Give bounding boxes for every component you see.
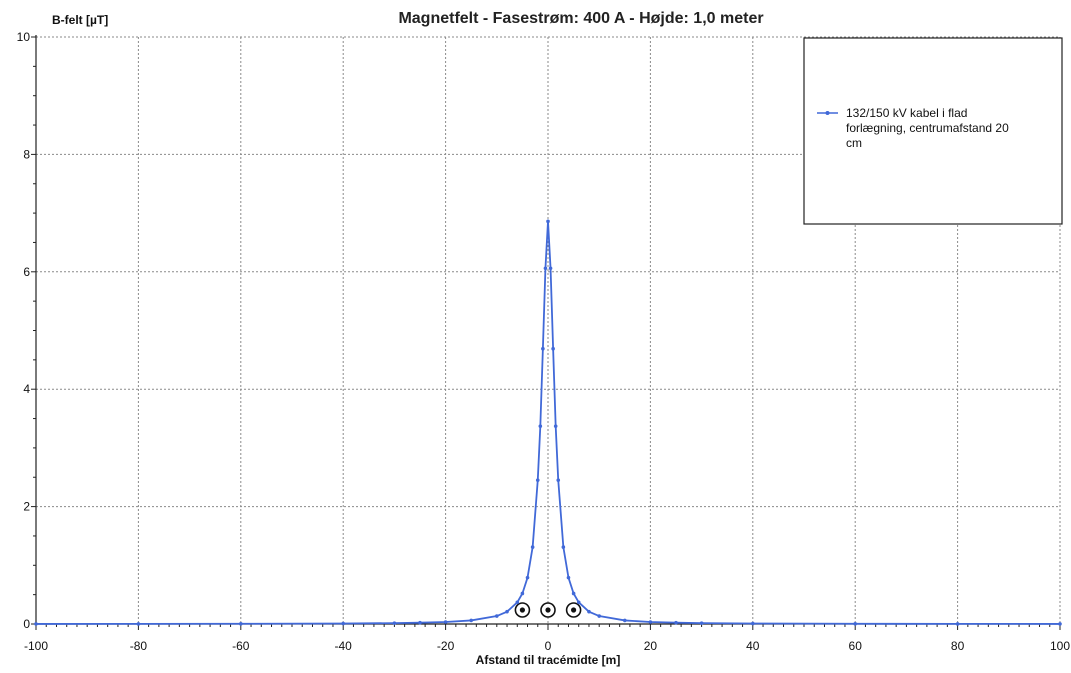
y-tick-label: 8	[23, 147, 30, 161]
data-point	[548, 266, 553, 271]
conductor-symbol-dot	[519, 607, 526, 613]
legend: 132/150 kV kabel i flad forlægning, centr…	[803, 37, 1063, 225]
data-point	[239, 621, 243, 626]
legend-entry-line: 132/150 kV kabel i flad	[846, 106, 967, 120]
data-point	[392, 621, 397, 625]
y-tick-label: 6	[23, 265, 30, 279]
data-point	[535, 478, 540, 482]
x-tick-label: -100	[24, 639, 48, 653]
data-point	[1058, 622, 1062, 626]
data-point	[556, 478, 561, 482]
data-point	[566, 575, 571, 580]
data-point	[597, 614, 601, 618]
data-point	[530, 545, 535, 549]
legend-box	[803, 37, 1063, 225]
legend-entry-label: 132/150 kV kabel i flad forlægning, centr…	[846, 106, 1009, 150]
data-point	[541, 346, 545, 351]
x-tick-label: 0	[545, 639, 552, 653]
x-tick-label: 40	[746, 639, 760, 653]
x-tick-label: 100	[1050, 639, 1070, 653]
data-point	[551, 346, 555, 351]
data-point	[469, 618, 474, 623]
data-point	[853, 621, 857, 626]
x-tick-label: -60	[232, 639, 250, 653]
data-point	[571, 591, 576, 596]
legend-entry-line: forlægning, centrumafstand 20	[846, 121, 1009, 135]
data-point	[561, 545, 566, 549]
x-tick-label: -40	[335, 639, 353, 653]
legend-marker-sample	[825, 111, 830, 115]
data-point	[136, 622, 141, 626]
data-point	[341, 621, 346, 626]
data-point	[546, 219, 550, 224]
data-point	[495, 614, 499, 618]
data-point	[538, 424, 543, 428]
y-axis-title: B-felt [µT]	[52, 13, 108, 27]
data-point	[520, 591, 525, 596]
y-tick-label: 10	[17, 30, 31, 44]
x-tick-label: 60	[849, 639, 863, 653]
data-point	[34, 622, 38, 626]
data-point	[751, 621, 755, 626]
chart-title: Magnetfelt - Fasestrøm: 400 A - Højde: 1…	[398, 10, 763, 27]
legend-entry-line: cm	[846, 136, 862, 150]
y-tick-label: 0	[23, 617, 30, 631]
data-point	[443, 620, 448, 624]
conductor-symbols	[514, 602, 582, 618]
conductor-symbol-dot	[545, 607, 551, 613]
data-point	[553, 424, 558, 428]
data-point	[955, 622, 960, 626]
x-tick-label: 20	[644, 639, 658, 653]
series-layer	[34, 219, 1062, 626]
data-point	[576, 600, 581, 605]
data-point	[543, 266, 548, 271]
data-point	[623, 618, 627, 623]
data-point	[648, 620, 653, 624]
data-point	[418, 620, 422, 625]
data-point	[674, 620, 678, 625]
x-axis-title: Afstand til tracémidte [m]	[476, 653, 621, 667]
data-point	[505, 609, 509, 614]
x-tick-label: -20	[437, 639, 455, 653]
conductor-symbol-dot	[571, 607, 577, 613]
data-point	[515, 600, 520, 605]
data-point	[699, 621, 704, 625]
x-tick-label: 80	[951, 639, 965, 653]
data-point	[525, 575, 530, 580]
y-tick-label: 4	[23, 382, 30, 396]
x-tick-label: -80	[130, 639, 148, 653]
tick-labels: -100 -80 -60 -40 -20 0 20 40 60 80 100 0 2 4 6 8 10	[17, 30, 1071, 653]
y-tick-label: 2	[23, 500, 30, 514]
data-point	[587, 609, 591, 614]
